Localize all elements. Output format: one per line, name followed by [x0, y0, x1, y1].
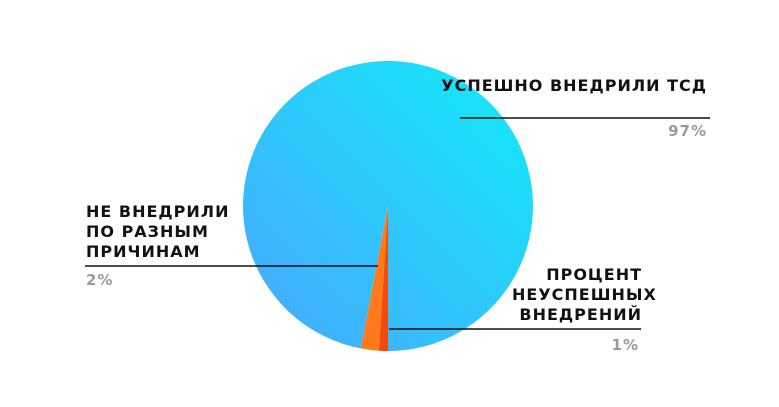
value-not-implemented: 2% — [86, 271, 114, 289]
value-failed: 1% — [611, 336, 639, 354]
pie-slice-0 — [243, 61, 534, 351]
label-not-implemented: НЕ ВНЕДРИЛИ ПО РАЗНЫМ ПРИЧИНАМ — [86, 202, 230, 261]
label-failed: ПРОЦЕНТ НЕУСПЕШНЫХ ВНЕДРЕНИЙ — [512, 265, 657, 324]
pie-slice-2 — [378, 206, 388, 351]
value-success: 97% — [668, 122, 707, 140]
pie-slice-1 — [360, 206, 388, 351]
label-success: УСПЕШНО ВНЕДРИЛИ ТСД — [441, 76, 707, 95]
